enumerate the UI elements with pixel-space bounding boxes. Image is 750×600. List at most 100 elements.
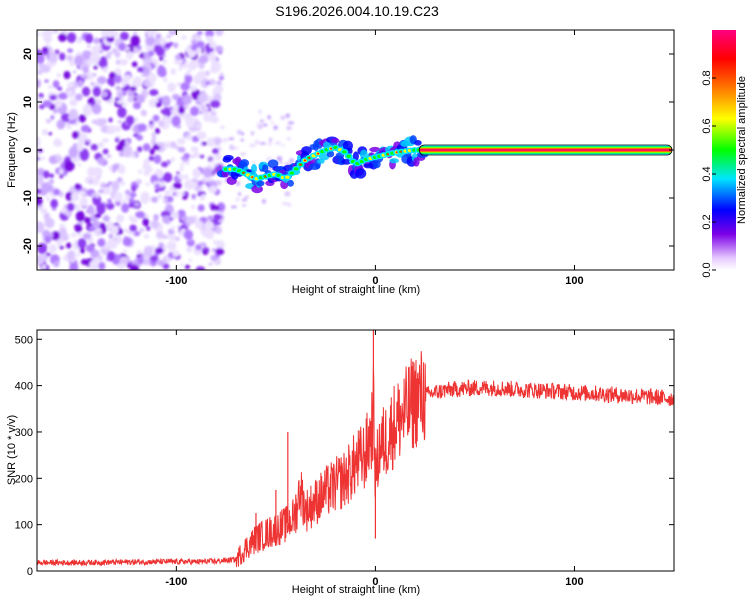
ridge-blob: [250, 164, 258, 174]
noise-blob: [147, 32, 152, 38]
noise-blob: [54, 260, 60, 268]
noise-blob: [258, 109, 262, 115]
noise-blob: [202, 114, 213, 122]
noise-blob: [180, 263, 184, 267]
noise-blob: [166, 196, 174, 203]
noise-blob: [82, 103, 93, 117]
noise-blob: [110, 225, 119, 235]
noise-blob: [59, 52, 66, 61]
noise-blob: [185, 118, 193, 127]
noise-blob: [148, 50, 155, 57]
ridge-core-hot: [285, 175, 290, 179]
noise-blob: [77, 79, 84, 88]
noise-blob: [68, 114, 75, 121]
noise-blob: [115, 59, 121, 65]
noise-blob: [190, 106, 200, 117]
noise-blob: [68, 146, 78, 158]
noise-blob: [192, 60, 200, 68]
noise-blob: [118, 42, 127, 52]
noise-blob: [186, 246, 193, 253]
noise-blob: [112, 163, 120, 171]
noise-blob: [190, 204, 196, 210]
noise-blob: [125, 140, 129, 145]
noise-blob: [125, 115, 135, 126]
noise-blob: [238, 192, 242, 196]
noise-blob: [268, 137, 273, 142]
noise-blob: [273, 125, 279, 131]
noise-blob: [119, 256, 129, 265]
noise-blob: [149, 148, 155, 155]
noise-blob: [202, 167, 213, 178]
noise-blob: [153, 214, 159, 221]
noise-blob: [120, 180, 125, 186]
noise-blob: [98, 189, 104, 194]
noise-blob: [166, 240, 177, 251]
noise-blob: [108, 117, 113, 123]
noise-blob: [184, 264, 191, 270]
noise-blob: [82, 66, 89, 74]
noise-blob: [133, 31, 138, 36]
noise-blob: [214, 152, 222, 161]
noise-blob: [148, 155, 155, 162]
noise-blob: [140, 109, 148, 117]
noise-blob: [42, 170, 50, 179]
noise-blob: [164, 42, 171, 49]
noise-blob: [106, 125, 117, 134]
colorbar-ticks: 0.0 0.2 0.4 0.6 0.8: [701, 70, 716, 278]
noise-blob: [37, 53, 45, 65]
noise-blob: [172, 250, 180, 258]
noise-blob: [178, 106, 185, 115]
noise-blob: [78, 114, 87, 123]
noise-blob: [52, 108, 58, 114]
ridge-blob: [261, 164, 269, 173]
noise-blob: [66, 54, 74, 62]
noise-blob: [153, 36, 163, 46]
noise-blob: [90, 143, 99, 151]
noise-blob: [159, 56, 164, 61]
ridge-blob: [239, 159, 250, 167]
noise-blob: [37, 69, 43, 75]
noise-blob: [124, 195, 129, 200]
noise-blob: [61, 208, 67, 214]
noise-blob: [76, 37, 82, 44]
noise-blob: [76, 252, 80, 258]
noise-blob: [137, 66, 144, 73]
noise-blob: [45, 252, 52, 257]
noise-blob: [149, 89, 159, 96]
noise-blob: [124, 74, 131, 82]
noise-blob: [135, 211, 146, 219]
noise-blob: [74, 55, 84, 66]
noise-blob: [205, 247, 210, 253]
noise-blob: [206, 35, 214, 43]
noise-blob: [144, 164, 153, 175]
spectrogram-y-tick-label: 0: [22, 147, 34, 153]
noise-blob: [199, 111, 204, 115]
noise-blob: [205, 81, 211, 86]
noise-blob: [122, 144, 133, 158]
noise-blob: [287, 202, 292, 208]
noise-blob: [136, 45, 142, 51]
noise-blob: [113, 74, 122, 84]
noise-blob: [162, 215, 170, 224]
noise-blob: [51, 230, 61, 241]
noise-blob: [215, 248, 225, 256]
noise-blob: [167, 82, 176, 93]
noise-blob: [85, 33, 94, 44]
noise-blob: [198, 92, 208, 104]
noise-blob: [199, 154, 205, 159]
noise-blob: [37, 148, 44, 153]
noise-blob: [137, 256, 144, 265]
noise-blob: [203, 108, 209, 114]
noise-blob: [213, 205, 220, 211]
noise-blob: [88, 178, 94, 185]
noise-blob: [49, 173, 55, 179]
colorbar-tick-label: 0.4: [701, 166, 713, 181]
noise-blob: [186, 216, 196, 225]
noise-blob: [123, 102, 128, 107]
noise-blob: [52, 188, 61, 196]
noise-blob: [86, 44, 91, 48]
noise-blob: [37, 242, 48, 255]
noise-blob: [97, 157, 106, 165]
ridge-peak: [308, 156, 311, 159]
colorbar-tick-label: 0.8: [701, 70, 713, 85]
